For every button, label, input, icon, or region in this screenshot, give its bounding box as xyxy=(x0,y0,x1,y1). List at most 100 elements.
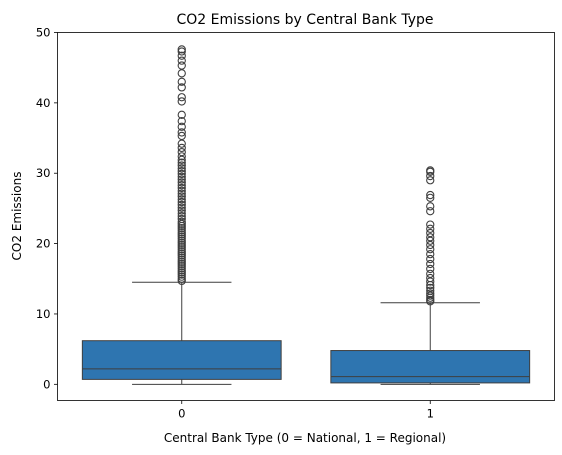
iqr-box xyxy=(81,340,282,380)
x-tick-label: 1 xyxy=(427,407,434,421)
outlier-point xyxy=(177,175,186,184)
outlier-point xyxy=(426,254,435,264)
outlier-point xyxy=(426,264,435,274)
plot-frame xyxy=(57,32,555,401)
y-tick-label: 0 xyxy=(43,377,50,391)
outlier-point xyxy=(177,166,186,176)
outlier-point xyxy=(177,238,186,248)
outlier-point xyxy=(177,236,186,245)
outlier-point xyxy=(177,178,186,187)
outlier-point xyxy=(177,247,186,256)
outlier-point xyxy=(177,195,186,204)
outlier-point xyxy=(177,77,186,86)
y-axis: 0 10 20 30 40 50 xyxy=(36,26,58,391)
outlier-point xyxy=(177,270,186,279)
outlier-point xyxy=(177,61,186,70)
outlier-point xyxy=(177,158,186,167)
outlier-point xyxy=(426,273,435,283)
outlier-point xyxy=(177,183,186,193)
outlier-point xyxy=(177,230,186,239)
outlier-point xyxy=(426,220,435,229)
outlier-point xyxy=(426,228,435,238)
y-tick-label: 20 xyxy=(36,237,51,251)
outlier-point xyxy=(426,190,435,200)
outlier-point xyxy=(177,253,186,262)
outlier-point xyxy=(426,259,435,269)
outlier-point xyxy=(177,223,186,233)
outlier-point xyxy=(177,56,186,65)
outlier-point xyxy=(426,171,435,181)
outlier-point xyxy=(177,131,186,141)
x-tick-label: 0 xyxy=(178,407,185,421)
outlier-point xyxy=(177,117,186,126)
outlier-point xyxy=(177,206,186,215)
y-tick-label: 30 xyxy=(36,166,51,180)
outlier-point xyxy=(177,164,186,173)
outlier-point xyxy=(426,283,435,293)
outlier-point xyxy=(177,192,186,201)
outlier-point xyxy=(426,249,435,259)
outlier-point xyxy=(177,200,186,210)
outlier-point xyxy=(177,217,186,226)
box-group xyxy=(330,166,531,385)
outlier-point xyxy=(177,240,186,250)
outlier-point xyxy=(177,139,186,148)
outlier-point xyxy=(426,224,435,233)
outlier-point xyxy=(177,226,186,235)
iqr-box xyxy=(330,350,531,384)
outlier-point xyxy=(177,47,186,56)
outlier-point xyxy=(426,207,435,216)
y-tick-label: 10 xyxy=(36,307,51,321)
y-axis-label: CO2 Emissions xyxy=(10,172,24,261)
outlier-point xyxy=(177,161,186,170)
outlier-point xyxy=(177,93,186,102)
y-tick-label: 50 xyxy=(36,26,51,40)
outlier-point xyxy=(426,240,435,250)
outlier-point xyxy=(177,97,186,106)
outlier-point xyxy=(177,45,186,54)
boxes-layer xyxy=(81,45,531,385)
outlier-point xyxy=(177,211,186,221)
outlier-point xyxy=(426,286,435,295)
outlier-point xyxy=(426,193,435,203)
outlier-point xyxy=(177,242,186,252)
outlier-point xyxy=(177,249,186,258)
outlier-point xyxy=(426,295,435,305)
outlier-point xyxy=(177,110,186,119)
outlier-point xyxy=(177,251,186,260)
outlier-point xyxy=(177,274,186,283)
outlier-point xyxy=(426,176,435,185)
outlier-point xyxy=(177,266,186,275)
outlier-point xyxy=(177,228,186,237)
outlier-point xyxy=(177,209,186,218)
outlier-point xyxy=(426,289,435,298)
outlier-point xyxy=(177,143,186,153)
outlier-point xyxy=(177,169,186,179)
outlier-point xyxy=(426,233,435,242)
outlier-point xyxy=(177,257,186,267)
outlier-point xyxy=(426,269,435,278)
outlier-point xyxy=(177,152,186,161)
outlier-point xyxy=(426,245,435,254)
outlier-point xyxy=(177,234,186,243)
outlier-point xyxy=(177,186,186,195)
x-axis-label: Central Bank Type (0 = National, 1 = Reg… xyxy=(164,431,446,445)
outlier-point xyxy=(177,181,186,190)
box-group xyxy=(81,45,282,385)
outlier-point xyxy=(426,202,435,211)
outlier-point xyxy=(177,197,186,207)
outlier-point xyxy=(177,147,186,157)
outlier-point xyxy=(177,122,186,131)
outlier-point xyxy=(177,189,186,198)
outlier-point xyxy=(177,172,186,181)
outlier-point xyxy=(177,51,186,60)
outlier-point xyxy=(177,83,186,92)
outlier-point xyxy=(177,264,186,273)
chart-title: CO2 Emissions by Central Bank Type xyxy=(176,12,433,28)
outlier-point xyxy=(177,203,186,212)
outlier-point xyxy=(177,255,186,264)
outlier-point xyxy=(177,128,186,137)
outlier-point xyxy=(177,245,186,254)
